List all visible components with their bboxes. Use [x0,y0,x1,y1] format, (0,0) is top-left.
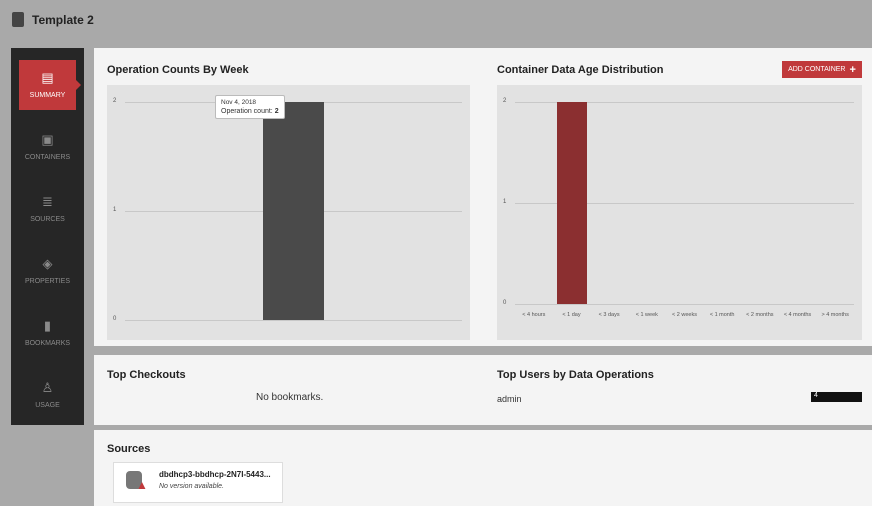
nav-label: USAGE [35,402,60,409]
x-tick-label: < 1 week [635,312,658,318]
sources-panel: Sources ▲ dbdhcp3-bbdhcp-2N7I-5443... No… [94,430,872,506]
user-name: admin [497,394,522,404]
x-tick-label: < 3 days [598,312,620,318]
x-tick-label: > 4 months [821,312,849,318]
summary-panel: Top Checkouts No bookmarks. Top Users by… [94,355,872,425]
gridline [515,102,854,103]
bookmark-icon: ▮ [43,318,52,333]
bar [263,102,324,320]
topusers-title: Top Users by Data Operations [497,369,654,381]
x-tick-label: < 1 day [562,312,581,318]
tooltip-label: Operation count: [221,108,273,115]
x-tick-label: < 2 weeks [672,312,697,318]
database-icon: ≣ [42,194,53,209]
usage-icon: ♙ [41,380,54,395]
add-container-label: ADD CONTAINER [788,66,846,73]
plus-icon: + [849,63,856,76]
gridline [515,203,854,204]
source-name: dbdhcp3-bbdhcp-2N7I-5443... [159,470,271,479]
sidebar-item-summary[interactable]: ▤ SUMMARY [19,60,81,110]
database-warning-icon [126,471,142,489]
document-icon [12,12,24,27]
nav-label: SUMMARY [29,92,66,99]
age-chart: 0 1 2 < 4 hours < 1 day < 3 days < 1 week < 2 w… [497,85,862,340]
sidebar-item-sources[interactable]: ≣ SOURCES [19,184,76,234]
sidebar-item-bookmarks[interactable]: ▮ BOOKMARKS [19,308,76,358]
bar [556,102,587,304]
age-title: Container Data Age Distribution [497,64,664,76]
gridline [515,304,854,305]
chart-tooltip: Nov 4, 2018 Operation count: 2 [215,95,285,119]
checkouts-empty: No bookmarks. [256,392,324,403]
nav-label: CONTAINERS [24,154,71,161]
nav-label: BOOKMARKS [24,340,71,347]
y-tick-label: 0 [113,316,117,322]
nav-label: SOURCES [30,216,65,223]
sources-title: Sources [107,443,151,455]
page-title: Template 2 [32,12,94,27]
gridline [125,320,462,321]
y-tick-label: 2 [113,98,117,104]
sidebar-item-containers[interactable]: ▣ CONTAINERS [19,122,76,172]
document-icon: ▤ [41,70,54,85]
x-tick-label: < 4 hours [522,312,546,318]
ops-title: Operation Counts By Week [107,64,249,76]
sidebar-item-properties[interactable]: ◈ PROPERTIES [19,246,76,296]
x-tick-label: < 4 months [783,312,812,318]
sidebar-item-usage[interactable]: ♙ USAGE [19,370,76,420]
x-tick-label: < 2 months [746,312,774,318]
container-icon: ▣ [41,132,54,147]
page-header: Template 2 [12,12,94,27]
checkouts-title: Top Checkouts [107,369,186,381]
add-container-button[interactable]: ADD CONTAINER + [782,61,862,78]
nav-label: PROPERTIES [25,278,70,285]
source-card[interactable]: ▲ dbdhcp3-bbdhcp-2N7I-5443... No version… [113,462,283,503]
layers-icon: ◈ [42,256,53,271]
user-count-bar: 4 [811,392,862,402]
tooltip-value: 2 [274,108,279,115]
y-tick-label: 2 [503,98,507,104]
y-tick-label: 0 [503,300,507,306]
source-status: No version available. [159,483,224,490]
y-tick-label: 1 [503,199,507,205]
warning-icon: ▲ [136,478,148,492]
x-tick-label: < 1 month [709,312,735,318]
ops-chart: 0 1 2 [107,85,470,340]
tooltip-date: Nov 4, 2018 [221,99,257,106]
y-tick-label: 1 [113,207,117,213]
sidebar: ▤ SUMMARY ▣ CONTAINERS ≣ SOURCES ◈ PROPERTIE… [11,48,84,425]
